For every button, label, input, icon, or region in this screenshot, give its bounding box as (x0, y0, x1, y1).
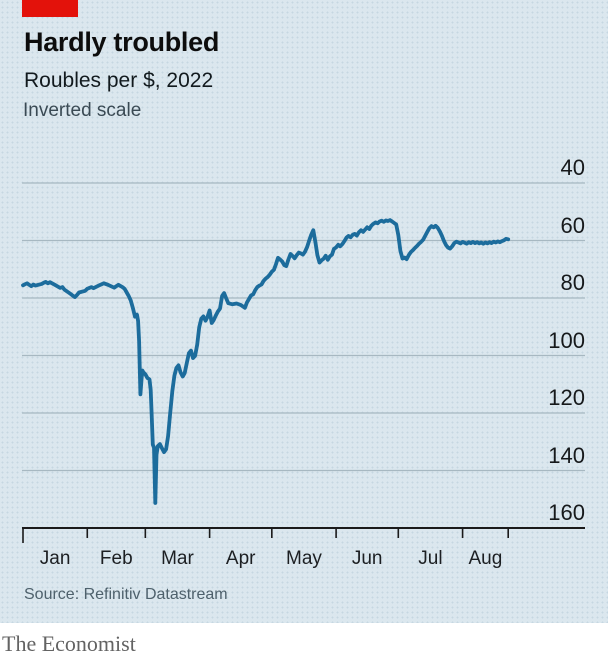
x-axis-label: Jul (418, 548, 443, 569)
x-axis-label: Feb (99, 548, 133, 569)
economist-red-tab (22, 0, 78, 17)
chart-note-inverted-scale: Inverted scale (23, 100, 142, 121)
x-axis-label: Jun (351, 548, 383, 569)
x-axis-label: Jan (39, 548, 71, 569)
y-axis-label: 60 (560, 212, 585, 238)
y-axis-label: 100 (548, 327, 585, 353)
x-axis-label: Apr (225, 548, 256, 569)
y-axis-label: 160 (548, 500, 585, 525)
x-axis-label: Mar (161, 548, 194, 569)
source-note: Source: Refinitiv Datastream (24, 586, 228, 603)
chart-subtitle: Roubles per $, 2022 (24, 69, 214, 92)
y-axis-label: 40 (560, 155, 585, 180)
economist-brand: The Economist (2, 631, 136, 656)
data-line (21, 218, 511, 505)
chart-panel: Hardly troubled Roubles per $, 2022 Inve… (0, 0, 608, 623)
x-axis-label: Aug (468, 548, 503, 569)
x-axis-label: May (286, 548, 322, 569)
y-axis-label: 120 (548, 385, 585, 410)
y-axis-label: 140 (548, 442, 585, 468)
plot-area (21, 182, 585, 543)
y-axis-label: 80 (560, 270, 585, 295)
chart-title: Hardly troubled (24, 27, 220, 57)
